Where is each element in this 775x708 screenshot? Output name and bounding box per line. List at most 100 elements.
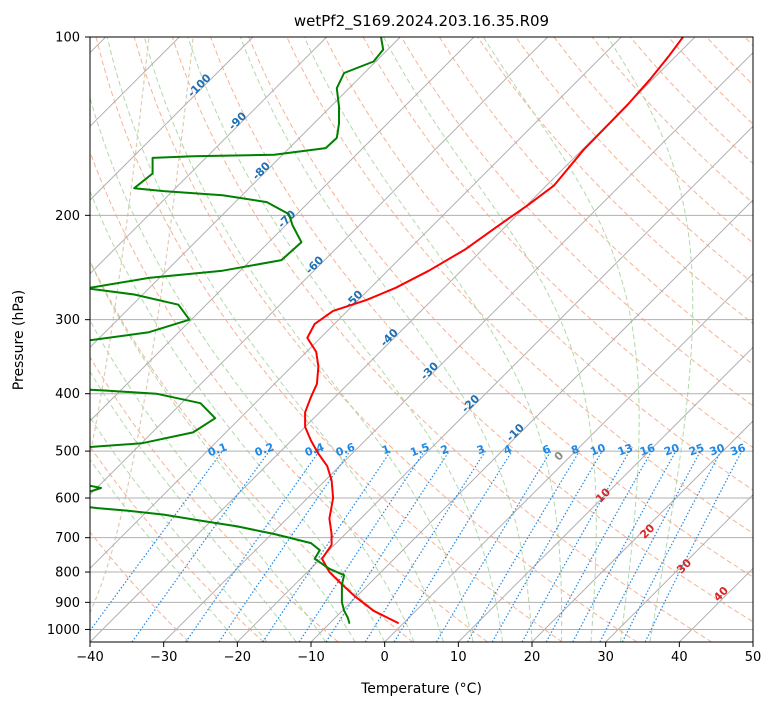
mixing-ratio-line bbox=[218, 450, 351, 642]
x-axis-ticks: −40 −30 −20 −10 0 10 20 30 40 50 bbox=[76, 642, 761, 665]
y-tick-label: 900 bbox=[55, 596, 80, 611]
theta-e-curve bbox=[90, 37, 150, 459]
moist-adiabat bbox=[607, 37, 694, 642]
y-tick-label: 200 bbox=[55, 209, 80, 224]
mixing-ratio-line bbox=[435, 450, 552, 642]
isotherm-line bbox=[90, 37, 254, 201]
chart-title: wetPf2_S169.2024.203.16.35.R09 bbox=[294, 12, 549, 31]
x-tick-label: 0 bbox=[381, 650, 389, 665]
dry-adiabat bbox=[90, 356, 339, 642]
mixing-ratio-label: 0.4 bbox=[303, 440, 326, 459]
series-line-0 bbox=[304, 37, 684, 624]
plot-frame bbox=[89, 36, 754, 643]
mixing-ratio-label: 6 bbox=[541, 442, 553, 457]
dry-adiabat bbox=[90, 531, 190, 642]
moist-adiabat bbox=[106, 37, 445, 642]
mixing-ratio-line bbox=[521, 450, 631, 642]
mixing-ratio-label: 2 bbox=[439, 442, 451, 457]
y-axis-ticks: 100 200 300 400 500 600 700 800 900 1000 bbox=[47, 31, 90, 638]
series-line-4 bbox=[90, 287, 191, 342]
mixing-ratio-line bbox=[621, 450, 722, 642]
pressure-gridlines bbox=[90, 37, 753, 630]
series-line-2 bbox=[90, 484, 102, 493]
y-tick-label: 300 bbox=[55, 313, 80, 328]
mixing-ratio-line bbox=[364, 450, 486, 642]
dry-adiabat bbox=[248, 37, 753, 578]
moist-adiabat bbox=[187, 37, 503, 642]
mixing-ratio-label: 8 bbox=[569, 442, 581, 457]
isotherm-line bbox=[90, 37, 549, 496]
series-line-3 bbox=[90, 388, 217, 448]
moist-adiabat bbox=[383, 37, 597, 642]
moist-adiabat bbox=[90, 260, 356, 642]
mixing-ratio-line bbox=[572, 450, 677, 642]
dry-adiabat bbox=[210, 37, 753, 623]
mixing-ratio-label: 3 bbox=[475, 442, 487, 457]
mixing-ratio-line bbox=[325, 450, 450, 642]
dry-adiabat bbox=[90, 445, 264, 642]
mixing-ratio-label: 16 bbox=[638, 441, 657, 459]
mixing-ratio-label: 0.1 bbox=[206, 440, 229, 459]
mixing-ratio-line bbox=[131, 450, 270, 642]
isotherm-line bbox=[384, 272, 753, 642]
dry-adiabat bbox=[95, 37, 563, 642]
y-axis-label: Pressure (hPa) bbox=[11, 290, 27, 390]
moist-adiabat bbox=[90, 416, 268, 642]
x-tick-label: 10 bbox=[450, 650, 467, 665]
isotherm-line bbox=[310, 199, 753, 642]
mixing-ratio-line bbox=[644, 450, 743, 642]
isotherm-line bbox=[531, 420, 753, 642]
dry-adiabat bbox=[171, 37, 712, 642]
mixing-ratio-line bbox=[545, 450, 653, 642]
moist-adiabat bbox=[482, 37, 640, 642]
x-tick-label: −30 bbox=[150, 650, 177, 665]
mixing-ratio-line bbox=[262, 450, 392, 642]
isotherm-line bbox=[90, 37, 475, 422]
mixing-ratio-line bbox=[599, 450, 702, 642]
mixing-ratio-line bbox=[393, 450, 513, 642]
mixing-ratio-label: 36 bbox=[728, 441, 747, 459]
dry-adiabat bbox=[324, 37, 753, 491]
mixing-ratio-label: 0.6 bbox=[334, 440, 357, 459]
series-line-5 bbox=[90, 37, 385, 289]
isotherm-line bbox=[457, 346, 753, 642]
moist-adiabat bbox=[143, 37, 474, 642]
mixing-ratio-label: 25 bbox=[687, 441, 706, 458]
x-tick-label: 40 bbox=[671, 650, 688, 665]
y-tick-label: 700 bbox=[55, 531, 80, 546]
series-line-1 bbox=[90, 506, 351, 624]
y-tick-label: 1000 bbox=[47, 623, 80, 638]
dry-adiabat bbox=[133, 37, 638, 642]
x-tick-label: 50 bbox=[745, 650, 762, 665]
y-tick-label: 500 bbox=[55, 445, 80, 460]
moist-adiabat bbox=[90, 319, 327, 642]
mixing-ratio-label: 4 bbox=[502, 442, 514, 457]
moist-adiabat bbox=[303, 37, 563, 642]
theta-e-curve bbox=[90, 37, 194, 614]
theta-e-curves bbox=[90, 37, 194, 614]
dry-adiabat bbox=[90, 150, 488, 642]
mixing-ratio-label: 1 bbox=[380, 442, 392, 457]
dry-adiabat bbox=[400, 37, 753, 407]
mixing-ratio-label: 13 bbox=[616, 441, 635, 458]
mixing-ratio-label: 30 bbox=[708, 441, 727, 459]
mixing-ratio-label: 10 bbox=[589, 441, 608, 459]
isotherm-line bbox=[90, 37, 328, 275]
x-tick-label: −20 bbox=[224, 650, 251, 665]
x-tick-label: −40 bbox=[76, 650, 103, 665]
mixing-ratio-lines bbox=[90, 450, 743, 642]
mixing-ratio-line bbox=[90, 450, 223, 632]
y-tick-label: 600 bbox=[55, 492, 80, 507]
mixing-ratio-label: 0.2 bbox=[253, 440, 276, 459]
y-tick-label: 400 bbox=[55, 387, 80, 402]
mixing-ratio-label: 1.5 bbox=[408, 440, 431, 459]
mixing-ratio-label: 20 bbox=[662, 441, 681, 459]
y-tick-label: 100 bbox=[55, 31, 80, 46]
y-tick-label: 800 bbox=[55, 566, 80, 581]
data-series bbox=[90, 37, 684, 624]
x-tick-label: 20 bbox=[524, 650, 541, 665]
isotherm-line bbox=[90, 37, 622, 570]
mixing-ratio-line bbox=[185, 450, 320, 642]
moist-adiabat bbox=[90, 458, 238, 642]
dry-adiabat bbox=[438, 37, 753, 366]
